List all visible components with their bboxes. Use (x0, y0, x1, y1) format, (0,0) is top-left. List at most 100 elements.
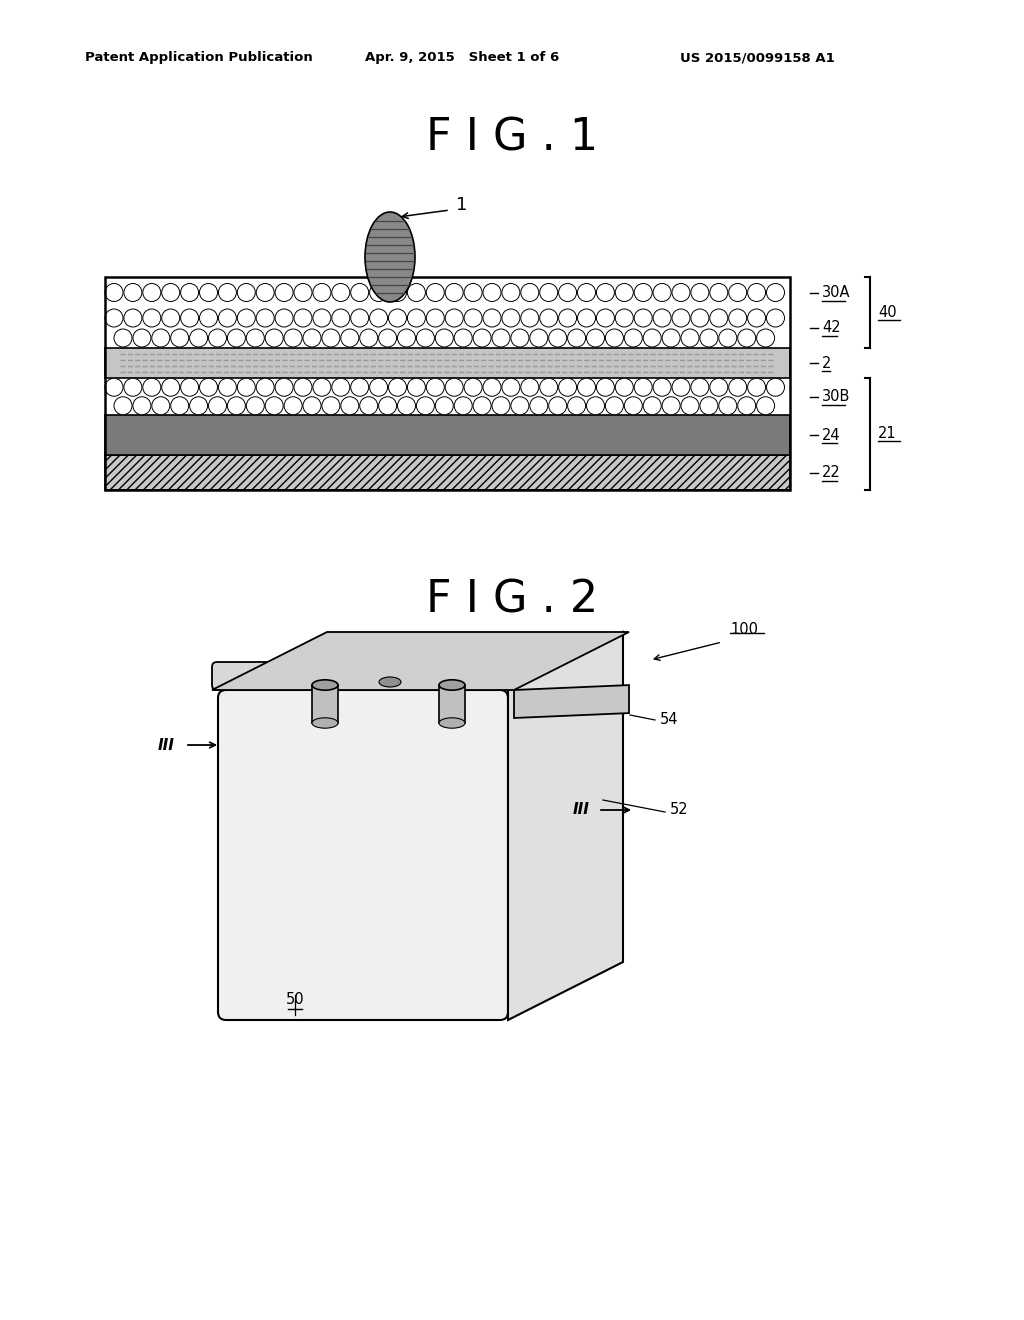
Circle shape (521, 309, 539, 327)
Circle shape (729, 284, 746, 301)
Circle shape (748, 379, 766, 396)
Circle shape (455, 329, 472, 347)
Circle shape (388, 284, 407, 301)
Circle shape (162, 309, 179, 327)
Bar (105, 455, 790, 490)
Circle shape (445, 309, 463, 327)
Ellipse shape (439, 718, 465, 729)
Bar (312, 685, 338, 723)
Circle shape (578, 284, 596, 301)
Text: Apr. 9, 2015   Sheet 1 of 6: Apr. 9, 2015 Sheet 1 of 6 (365, 51, 559, 65)
Circle shape (492, 397, 510, 414)
Text: 52: 52 (670, 803, 688, 817)
Circle shape (180, 309, 199, 327)
Circle shape (133, 329, 151, 347)
Circle shape (672, 284, 690, 301)
Circle shape (142, 379, 161, 396)
Circle shape (341, 397, 358, 414)
Circle shape (643, 397, 662, 414)
Text: 54: 54 (660, 713, 679, 727)
Circle shape (417, 329, 434, 347)
Polygon shape (514, 685, 629, 718)
Circle shape (218, 379, 237, 396)
Circle shape (483, 309, 501, 327)
Circle shape (559, 309, 577, 327)
Circle shape (408, 284, 425, 301)
Circle shape (200, 379, 217, 396)
Circle shape (634, 284, 652, 301)
Circle shape (105, 379, 123, 396)
Circle shape (388, 309, 407, 327)
Circle shape (294, 379, 312, 396)
Circle shape (767, 379, 784, 396)
Circle shape (435, 397, 454, 414)
Circle shape (615, 309, 633, 327)
Circle shape (529, 329, 548, 347)
Circle shape (408, 309, 425, 327)
Circle shape (653, 309, 671, 327)
Circle shape (200, 284, 217, 301)
Circle shape (238, 284, 255, 301)
Circle shape (142, 284, 161, 301)
Circle shape (133, 397, 151, 414)
Circle shape (370, 379, 388, 396)
Circle shape (521, 379, 539, 396)
Circle shape (605, 397, 624, 414)
Circle shape (152, 329, 170, 347)
Circle shape (238, 379, 255, 396)
Circle shape (189, 397, 208, 414)
Circle shape (757, 397, 774, 414)
Circle shape (189, 329, 208, 347)
Text: 55: 55 (381, 643, 399, 657)
Circle shape (710, 379, 728, 396)
Circle shape (483, 284, 501, 301)
Bar (105, 348, 790, 378)
Circle shape (105, 284, 123, 301)
Circle shape (691, 379, 709, 396)
Circle shape (691, 284, 709, 301)
FancyBboxPatch shape (212, 663, 514, 690)
Circle shape (350, 284, 369, 301)
Circle shape (719, 397, 737, 414)
Circle shape (729, 379, 746, 396)
Circle shape (672, 379, 690, 396)
Circle shape (142, 309, 161, 327)
Circle shape (737, 397, 756, 414)
Circle shape (359, 397, 378, 414)
FancyBboxPatch shape (218, 690, 508, 1020)
Ellipse shape (365, 213, 415, 302)
Circle shape (643, 329, 662, 347)
Circle shape (521, 284, 539, 301)
Circle shape (256, 379, 274, 396)
Circle shape (200, 309, 217, 327)
Circle shape (567, 329, 586, 347)
Circle shape (397, 397, 416, 414)
Text: 24: 24 (822, 428, 841, 442)
Circle shape (124, 284, 142, 301)
Circle shape (265, 329, 284, 347)
Circle shape (247, 397, 264, 414)
Circle shape (502, 284, 520, 301)
Circle shape (209, 329, 226, 347)
Circle shape (322, 397, 340, 414)
Circle shape (625, 329, 642, 347)
Circle shape (681, 329, 699, 347)
Circle shape (162, 284, 179, 301)
Circle shape (719, 329, 737, 347)
Circle shape (464, 284, 482, 301)
Text: 2: 2 (822, 355, 831, 371)
Circle shape (625, 397, 642, 414)
Circle shape (540, 284, 558, 301)
Bar (105, 277, 790, 490)
Circle shape (275, 379, 293, 396)
Circle shape (464, 379, 482, 396)
Circle shape (729, 309, 746, 327)
Text: 22: 22 (822, 465, 841, 480)
Circle shape (634, 379, 652, 396)
Circle shape (426, 379, 444, 396)
Circle shape (313, 379, 331, 396)
Circle shape (578, 379, 596, 396)
Circle shape (596, 379, 614, 396)
Circle shape (483, 379, 501, 396)
Circle shape (699, 397, 718, 414)
